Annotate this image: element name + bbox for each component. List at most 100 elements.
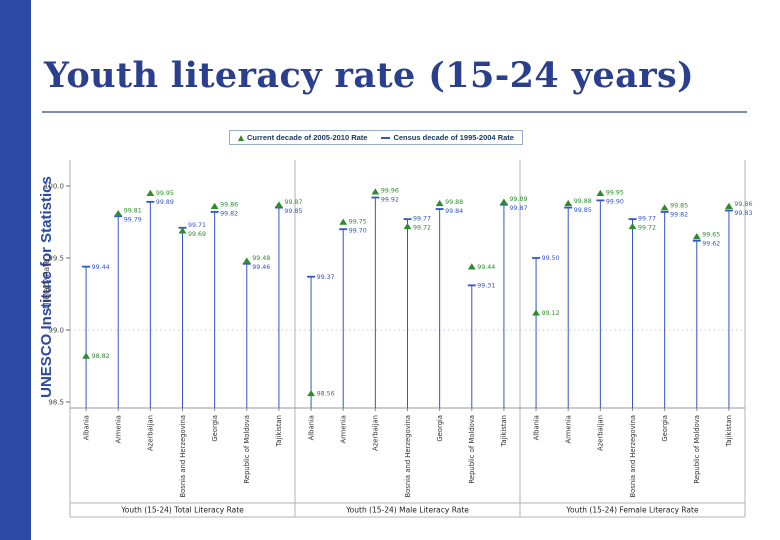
census-value-label: 99.50 [542, 255, 560, 262]
country-label: Tajikistan [725, 415, 733, 447]
country-label: Tajikistan [275, 415, 283, 447]
country-label: Tajikistan [500, 415, 508, 447]
country-label: Georgia [661, 415, 669, 442]
census-value-label: 99.87 [509, 205, 527, 212]
census-value-label: 99.79 [124, 217, 142, 224]
census-value-label: 99.83 [734, 210, 752, 217]
current-marker [178, 227, 187, 234]
country-label: Georgia [211, 415, 219, 442]
current-value-label: 99.75 [349, 218, 367, 225]
chart-legend: Current decade of 2005-2010 Rate Census … [229, 130, 523, 145]
census-value-label: 99.70 [349, 227, 367, 234]
census-value-label: 99.92 [381, 196, 399, 203]
y-tick-label: 100.0 [44, 182, 64, 190]
current-marker [114, 209, 123, 217]
current-marker [275, 201, 283, 208]
current-marker [628, 222, 637, 230]
panel-title: Youth (15-24) Male Literacy Rate [345, 506, 469, 515]
page-title: Youth literacy rate (15-24 years) [44, 55, 695, 96]
census-value-label: 99.77 [638, 215, 656, 222]
country-label: Armenia [565, 415, 573, 444]
y-tick-label: 98.5 [48, 398, 64, 406]
legend-current-label: Current decade of 2005-2010 Rate [247, 133, 368, 142]
current-marker [403, 222, 412, 230]
current-marker [596, 189, 605, 196]
current-value-label: 99.72 [413, 224, 431, 231]
current-value-label: 99.96 [381, 187, 399, 194]
country-label: Albania [307, 415, 315, 440]
country-label: Azerbaijan [372, 415, 380, 451]
current-value-label: 99.88 [574, 198, 592, 205]
current-marker [210, 202, 219, 209]
y-axis-title: Literacy Rate [42, 259, 51, 309]
country-label: Bosnia and Herzegovina [404, 415, 412, 498]
title-divider [42, 111, 747, 113]
country-label: Armenia [340, 415, 348, 444]
census-value-label: 99.37 [317, 274, 335, 281]
y-tick-label: 99.5 [48, 254, 64, 262]
current-value-label: 99.81 [124, 208, 142, 215]
census-value-label: 99.62 [702, 240, 720, 247]
country-label: Albania [532, 415, 540, 440]
census-value-label: 99.77 [413, 215, 431, 222]
current-marker [532, 309, 540, 316]
country-label: Republic of Moldova [693, 415, 701, 484]
country-label: Bosnia and Herzegovina [629, 415, 637, 498]
current-value-label: 99.89 [509, 196, 527, 203]
current-value-label: 99.44 [477, 264, 495, 271]
country-label: Republic of Moldova [468, 415, 476, 484]
current-value-label: 98.56 [317, 391, 335, 398]
census-decade-dash-icon [381, 136, 391, 139]
current-value-label: 99.86 [734, 201, 752, 208]
panel-title: Youth (15-24) Total Literacy Rate [120, 506, 244, 515]
country-label: Bosnia and Herzegovina [179, 415, 187, 498]
census-value-label: 99.82 [670, 211, 688, 218]
current-value-label: 99.12 [542, 310, 560, 317]
census-value-label: 99.90 [606, 199, 624, 206]
current-marker [692, 233, 701, 240]
current-value-label: 99.65 [702, 231, 720, 238]
current-marker [725, 202, 733, 209]
legend-census-label: Census decade of 1995-2004 Rate [393, 133, 514, 142]
country-label: Azerbaijan [147, 415, 155, 451]
census-value-label: 99.82 [220, 211, 238, 218]
current-value-label: 98.82 [92, 353, 110, 360]
current-value-label: 99.95 [156, 190, 174, 197]
current-marker [339, 218, 348, 225]
current-marker [660, 204, 669, 211]
census-value-label: 99.46 [252, 264, 270, 271]
left-stripe [0, 0, 31, 540]
current-value-label: 99.87 [284, 199, 302, 206]
census-value-label: 99.71 [188, 222, 206, 229]
y-tick-label: 99.0 [48, 326, 64, 334]
census-value-label: 99.85 [284, 208, 302, 215]
census-value-label: 99.44 [92, 264, 110, 271]
current-decade-triangle-icon [238, 134, 244, 141]
current-marker [435, 199, 444, 207]
current-marker [500, 198, 508, 205]
census-value-label: 99.84 [445, 208, 463, 215]
country-label: Albania [82, 415, 90, 440]
country-label: Azerbaijan [597, 415, 605, 451]
current-marker [564, 199, 573, 207]
country-label: Georgia [436, 415, 444, 442]
current-marker [371, 188, 380, 195]
panel-title: Youth (15-24) Female Literacy Rate [565, 506, 699, 515]
current-value-label: 99.88 [445, 199, 463, 206]
current-value-label: 99.86 [220, 202, 238, 209]
census-value-label: 99.85 [574, 207, 592, 214]
current-marker [242, 257, 251, 264]
current-value-label: 99.95 [606, 190, 624, 197]
current-marker [146, 189, 155, 196]
current-value-label: 99.72 [638, 224, 656, 231]
census-value-label: 99.31 [477, 283, 495, 290]
current-marker [467, 263, 476, 270]
current-marker [307, 389, 315, 397]
current-value-label: 99.48 [252, 255, 270, 262]
current-value-label: 99.69 [188, 231, 206, 238]
current-marker [82, 352, 90, 359]
country-label: Armenia [115, 415, 123, 444]
census-value-label: 99.89 [156, 199, 174, 206]
